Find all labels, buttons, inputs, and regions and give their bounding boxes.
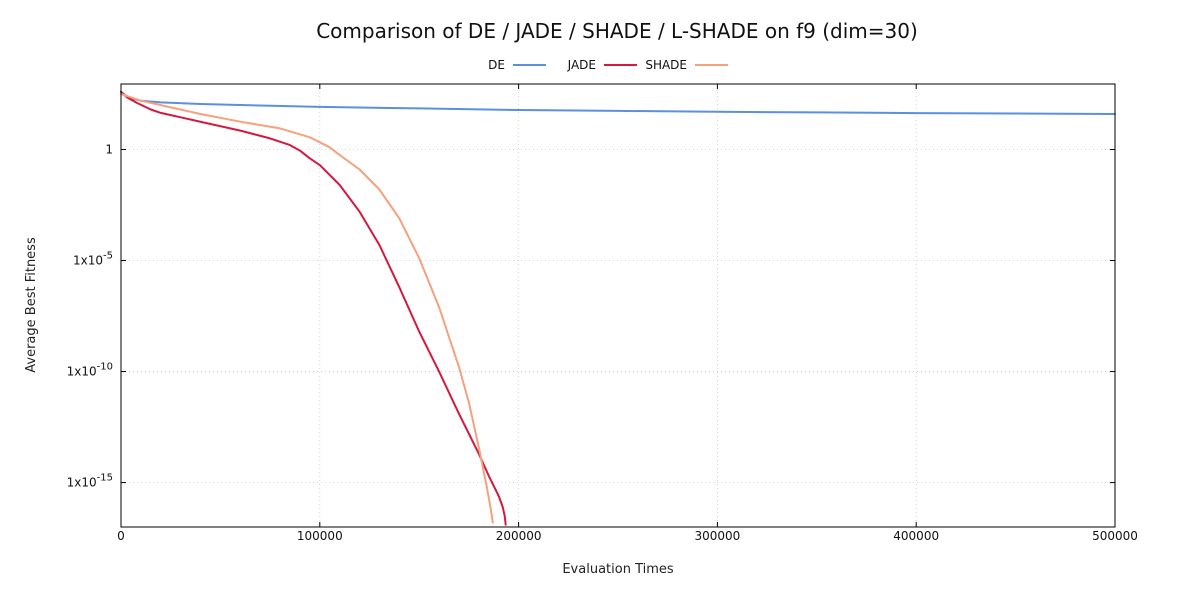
x-axis-label: Evaluation Times	[562, 562, 674, 577]
y-axis-label: Average Best Fitness	[24, 237, 39, 373]
legend: DE JADE SHADE	[488, 58, 728, 72]
plot-frame	[120, 83, 1116, 528]
legend-label-jade: JADE	[567, 58, 596, 72]
chart-title: Comparison of DE / JADE / SHADE / L-SHAD…	[316, 19, 918, 43]
x-tick-label: 0	[117, 529, 125, 543]
series-lines	[120, 90, 1116, 526]
y-tick-label: 1x10-5	[73, 251, 113, 268]
legend-label-de: DE	[488, 58, 505, 72]
legend-label-shade: SHADE	[645, 58, 687, 72]
y-tick-label: 1	[105, 143, 113, 157]
y-tick-label: 1x10-10	[67, 362, 113, 379]
x-tick-label: 400000	[893, 529, 939, 543]
x-tick-label: 100000	[297, 529, 343, 543]
x-tick-label: 500000	[1092, 529, 1138, 543]
series-line-jade	[120, 90, 507, 526]
axis-ticks: 0 100000 200000 300000 400000 500000 1 1x10-5 1x…	[67, 84, 1138, 543]
x-tick-label: 200000	[496, 529, 542, 543]
y-tick-label: 1x10-15	[67, 473, 113, 490]
x-tick-label: 300000	[694, 529, 740, 543]
series-line-shade	[120, 93, 494, 524]
series-line-de	[120, 90, 1116, 115]
grid	[121, 84, 1115, 527]
